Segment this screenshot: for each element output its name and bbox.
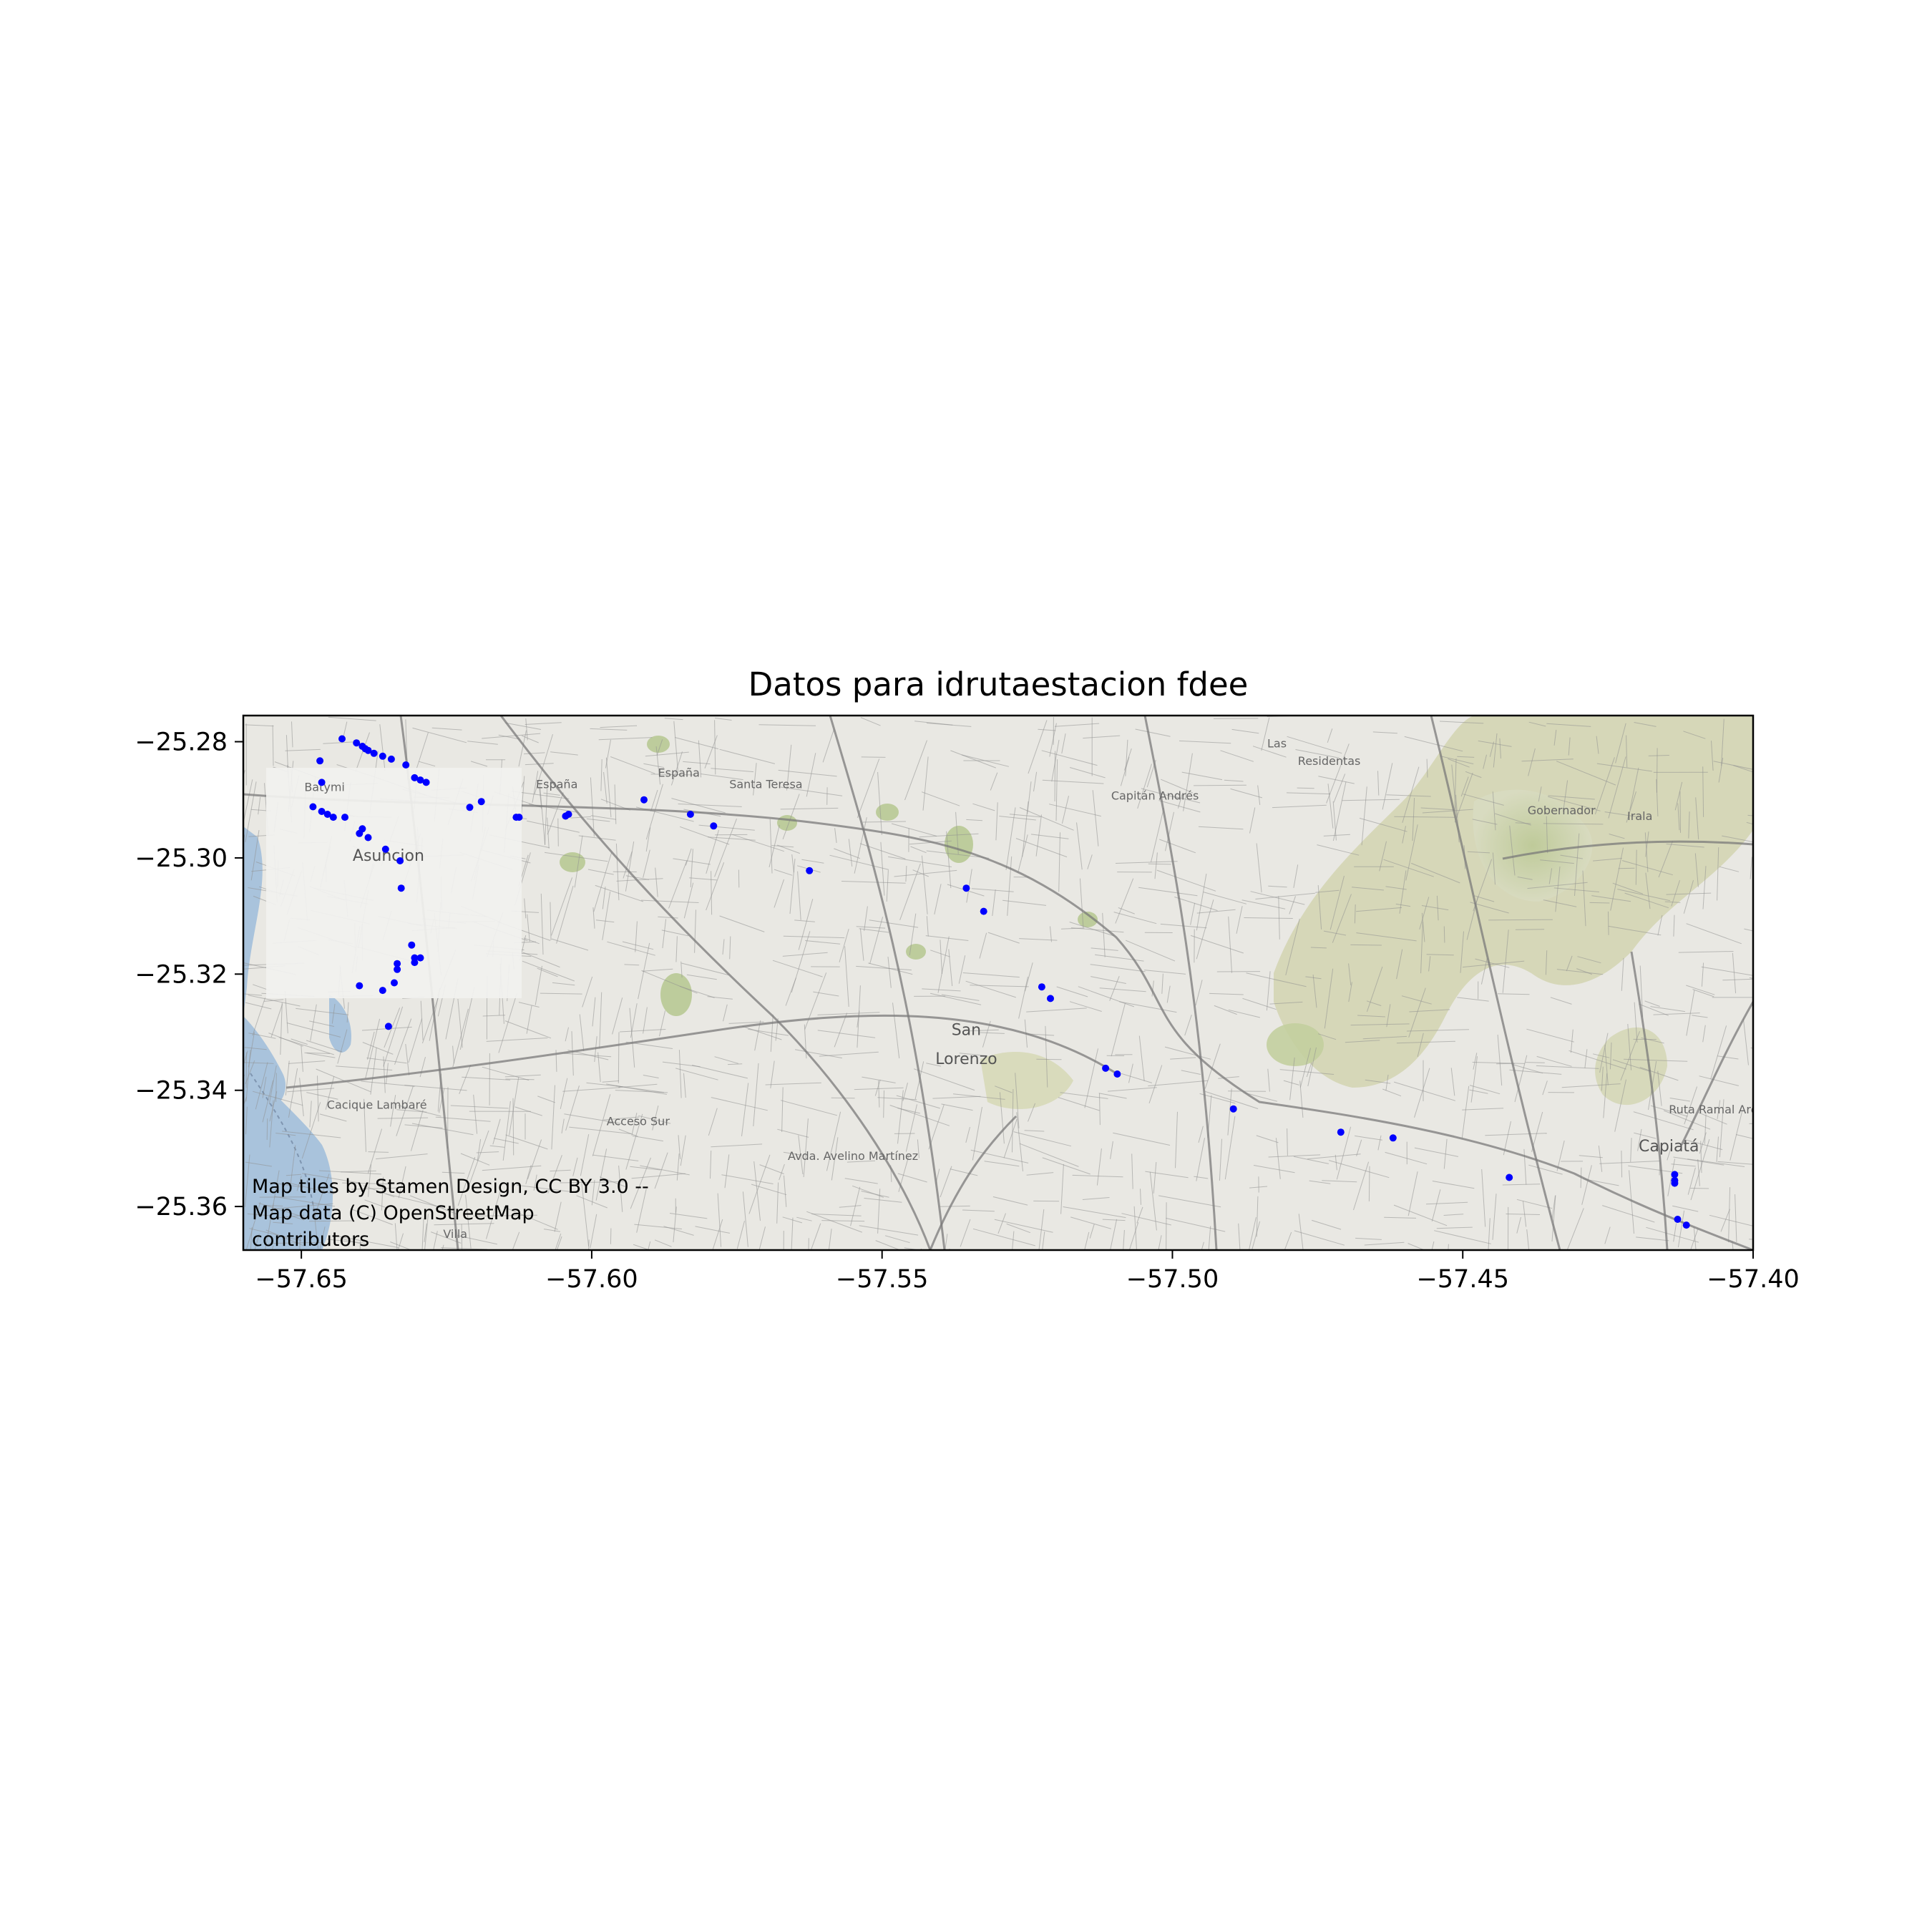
data-point xyxy=(379,987,386,995)
data-point xyxy=(338,735,346,743)
data-point xyxy=(1337,1128,1345,1136)
data-point xyxy=(1682,1221,1690,1229)
data-point xyxy=(309,803,317,811)
place-label: Villa xyxy=(443,1227,467,1241)
data-point xyxy=(640,796,648,804)
place-label: Capitán Andrés xyxy=(1111,789,1199,803)
data-point xyxy=(980,907,987,915)
place-label: Irala xyxy=(1627,809,1652,823)
x-tick-label: −57.45 xyxy=(1416,1265,1509,1294)
data-point xyxy=(1113,1070,1121,1078)
attribution-line-2: Map data (C) OpenStreetMap xyxy=(252,1202,535,1224)
y-tick-label: −25.30 xyxy=(135,844,228,873)
data-point xyxy=(364,834,372,841)
place-label: Acceso Sur xyxy=(607,1114,670,1128)
place-label: España xyxy=(536,778,577,791)
data-point xyxy=(422,779,430,786)
place-label: Gobernador xyxy=(1528,804,1596,817)
place-label: Residentas xyxy=(1298,754,1361,768)
data-point xyxy=(1671,1179,1679,1187)
y-tick-label: −25.34 xyxy=(135,1077,228,1106)
data-point xyxy=(353,739,361,747)
faded-tile-area xyxy=(266,768,522,998)
data-point xyxy=(411,774,419,781)
x-tick-label: −57.55 xyxy=(836,1265,929,1294)
x-tick-label: −57.65 xyxy=(255,1265,348,1294)
data-point xyxy=(364,746,372,754)
data-point xyxy=(402,761,410,769)
data-point xyxy=(806,867,814,874)
place-labels: AsuncionSanLorenzoCapiatáVillaGobernador… xyxy=(304,737,1779,1241)
data-point xyxy=(686,811,694,818)
place-label: España xyxy=(658,766,700,779)
place-label: San xyxy=(952,1022,981,1040)
data-point xyxy=(1389,1134,1397,1142)
data-point xyxy=(408,941,416,949)
data-point xyxy=(515,814,523,821)
data-point xyxy=(411,959,419,967)
y-tick-label: −25.36 xyxy=(135,1193,228,1221)
data-point xyxy=(397,884,405,892)
place-label: Avda. Avelino Martínez xyxy=(788,1149,918,1163)
data-point xyxy=(466,804,474,811)
data-point xyxy=(384,1023,392,1030)
attribution: Map tiles by Stamen Design, CC BY 3.0 --… xyxy=(252,1176,649,1251)
data-point xyxy=(1047,995,1054,1002)
place-label: Capiatá xyxy=(1639,1138,1699,1156)
data-point xyxy=(323,811,331,818)
data-point xyxy=(416,954,424,962)
data-point xyxy=(962,884,970,892)
x-tick-label: −57.50 xyxy=(1126,1265,1219,1294)
place-label: Lorenzo xyxy=(935,1050,997,1068)
data-point xyxy=(1229,1105,1237,1113)
data-point xyxy=(318,808,326,815)
data-point xyxy=(1506,1174,1513,1181)
data-point xyxy=(394,965,401,973)
data-point xyxy=(1674,1216,1682,1223)
data-point xyxy=(356,829,364,837)
data-point xyxy=(356,982,364,990)
data-point xyxy=(394,960,401,967)
x-tick-label: −57.60 xyxy=(545,1265,638,1294)
y-axis: −25.28 −25.30 −25.32 −25.34 −25.36 xyxy=(135,728,243,1221)
data-point xyxy=(1038,983,1045,991)
data-point xyxy=(416,776,424,784)
x-tick-label: −57.40 xyxy=(1707,1265,1800,1294)
data-point xyxy=(370,749,378,757)
data-point xyxy=(396,857,404,864)
axes-frame xyxy=(242,714,1755,1252)
data-point xyxy=(1102,1064,1110,1072)
data-point xyxy=(329,814,337,821)
data-point xyxy=(710,822,718,830)
data-point xyxy=(318,779,326,786)
place-label: Ruta Ramal Areguá xyxy=(1669,1103,1779,1116)
data-point xyxy=(341,814,348,821)
data-point xyxy=(387,755,395,763)
chart-title: Datos para idrutaestacion fdee xyxy=(748,665,1249,703)
x-axis: −57.65 −57.60 −57.55 −57.50 −57.45 −57.40 xyxy=(255,1250,1800,1294)
data-point xyxy=(391,979,398,987)
data-point xyxy=(565,811,572,818)
data-point xyxy=(1671,1171,1679,1179)
data-point xyxy=(379,752,386,760)
water-areas xyxy=(243,826,351,1250)
data-point xyxy=(477,798,485,806)
y-tick-label: −25.28 xyxy=(135,728,228,757)
place-label: Las xyxy=(1267,737,1287,751)
map-panel: AsuncionSanLorenzoCapiatáVillaGobernador… xyxy=(243,716,1779,1251)
data-point xyxy=(316,757,324,765)
place-label: Cacique Lambaré xyxy=(327,1098,427,1112)
attribution-line-3: contributors xyxy=(252,1229,369,1251)
place-label: Santa Teresa xyxy=(729,778,802,791)
place-label: Batymi xyxy=(304,781,345,794)
y-tick-label: −25.32 xyxy=(135,960,228,989)
data-points xyxy=(309,735,1690,1229)
data-point xyxy=(381,845,389,853)
attribution-line-1: Map tiles by Stamen Design, CC BY 3.0 -- xyxy=(252,1176,649,1198)
